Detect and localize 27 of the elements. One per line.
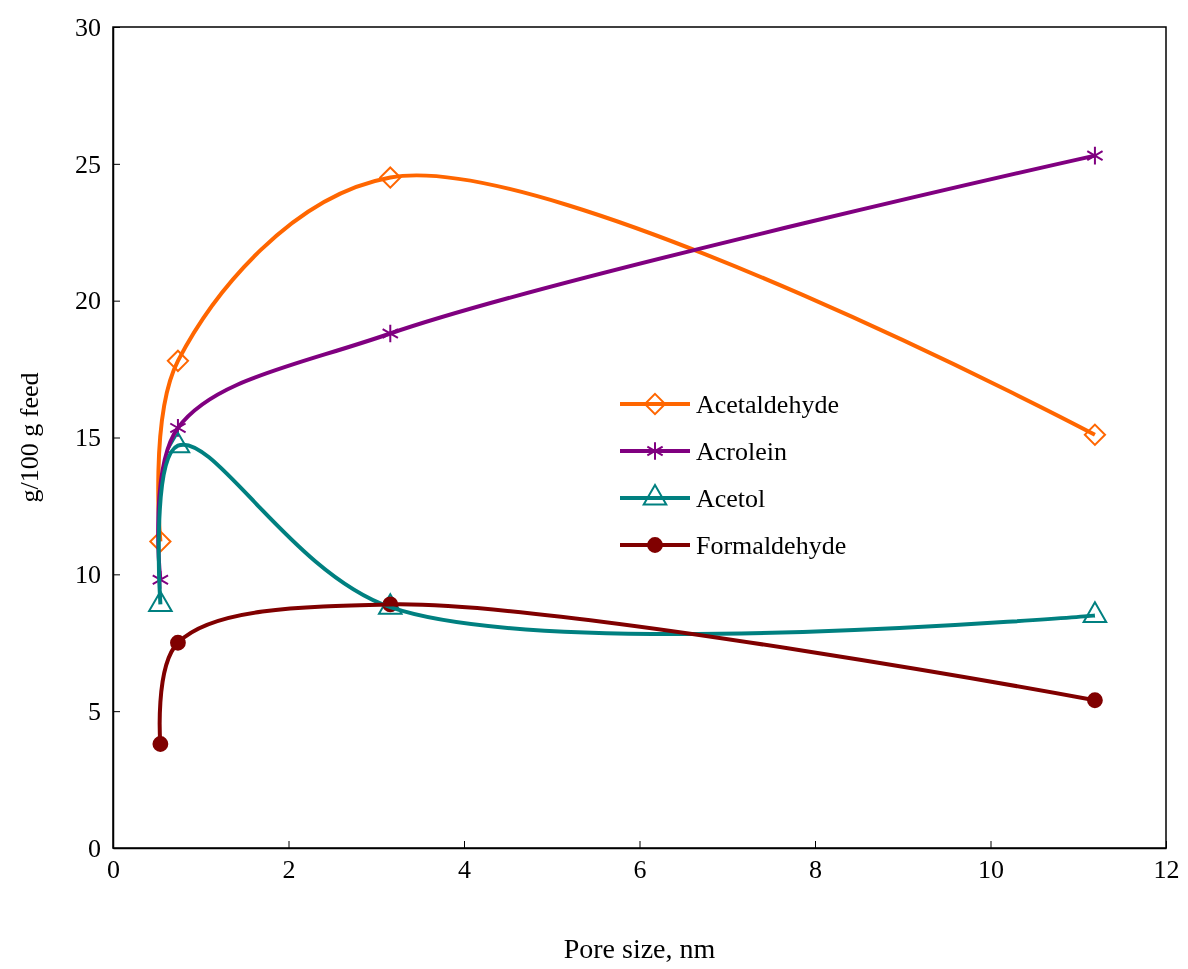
x-tick-label: 0 <box>107 855 120 885</box>
x-tick-label: 2 <box>282 855 296 885</box>
legend-label: Acrolein <box>696 437 787 466</box>
point <box>1083 423 1107 446</box>
point <box>149 530 172 553</box>
legend-label: Acetaldehyde <box>696 390 839 419</box>
point <box>381 323 399 344</box>
x-tick-label: 4 <box>458 855 471 885</box>
y-tick-label: 10 <box>75 560 101 590</box>
x-tick-label: 12 <box>1153 855 1180 885</box>
point <box>169 418 187 438</box>
y-tick-label: 20 <box>75 286 101 316</box>
point <box>379 166 402 189</box>
y-tick-label: 25 <box>75 149 101 179</box>
y-axis-title: g/100 g feed <box>15 372 44 503</box>
x-tick-label: 10 <box>978 855 1004 885</box>
x-axis-title: Pore size, nm <box>563 933 716 964</box>
y-tick-label: 30 <box>75 12 101 42</box>
point <box>1086 145 1104 166</box>
point <box>166 349 190 372</box>
legend-label: Formaldehyde <box>696 531 847 560</box>
y-tick-label: 15 <box>75 423 101 453</box>
x-tick-label: 8 <box>809 855 822 885</box>
y-tick-label: 5 <box>88 696 101 726</box>
x-tick-label: 6 <box>633 855 647 885</box>
legend-label: Acetol <box>696 484 766 513</box>
y-tick-label: 0 <box>88 833 101 863</box>
